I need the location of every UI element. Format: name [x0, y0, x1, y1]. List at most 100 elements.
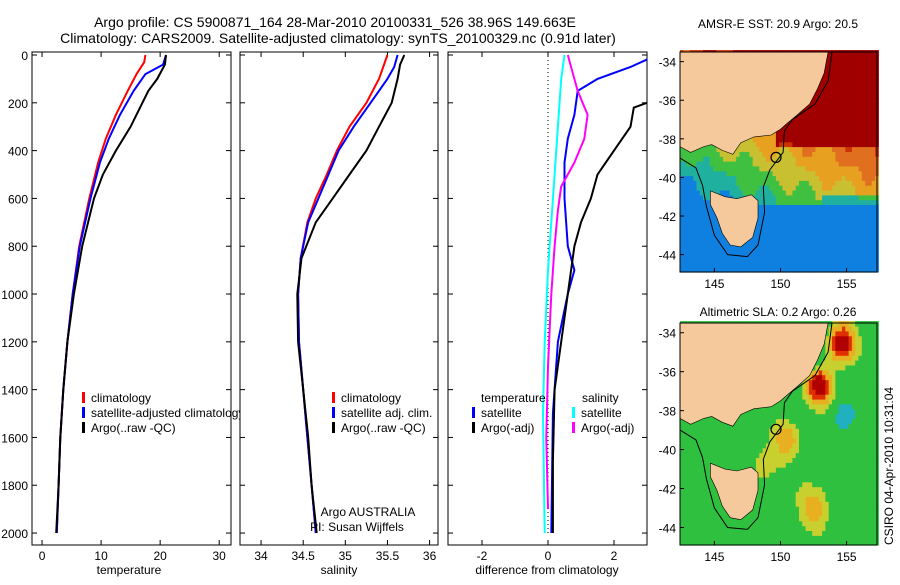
map-cell — [769, 530, 773, 536]
map-cell — [710, 176, 714, 181]
map-cell — [832, 151, 836, 156]
credit-text: CSIRO 04-Apr-2010 10:31:04 — [882, 387, 896, 545]
map-cell — [832, 103, 836, 108]
map-cell — [710, 511, 714, 517]
map-cell — [769, 142, 773, 147]
map-cell — [769, 409, 773, 415]
sal-xlabel: salinity — [321, 563, 358, 577]
lat-tick-label: -42 — [659, 210, 677, 224]
legend-swatch — [472, 407, 475, 418]
lat-tick-label: -40 — [659, 171, 677, 185]
lon-tick-label: 145 — [704, 277, 724, 291]
map-cell — [832, 161, 836, 166]
map-cell — [769, 448, 773, 454]
map-cell — [769, 526, 773, 532]
map-cell — [832, 243, 836, 248]
map-cell — [769, 477, 773, 483]
legend-swatch — [572, 407, 575, 418]
map-cell — [769, 205, 773, 210]
map-cell — [832, 185, 836, 190]
legend-swatch — [472, 422, 475, 433]
legend-swatch — [332, 392, 335, 403]
map-cell — [710, 448, 714, 454]
map-cell — [710, 253, 714, 258]
lon-tick-label: 155 — [837, 277, 857, 291]
legend-label: Argo(..raw -QC) — [341, 421, 426, 435]
map-cell — [710, 248, 714, 253]
map-cell — [832, 69, 836, 74]
map-cell — [710, 156, 714, 161]
map-cell — [769, 219, 773, 224]
x-tick-label: 34.5 — [292, 549, 316, 563]
map-cell — [832, 248, 836, 253]
map-cell — [832, 171, 836, 176]
y-tick-label: 1800 — [1, 479, 28, 493]
lat-tick-label: -44 — [659, 249, 677, 263]
sla-map-title: Altimetric SLA: 0.2 Argo: 0.26 — [700, 305, 857, 319]
map-cell — [710, 147, 714, 152]
x-tick-label: 30 — [213, 549, 227, 563]
map-cell — [769, 472, 773, 478]
map-cell — [832, 262, 836, 267]
map-cell — [832, 166, 836, 171]
map-cell — [832, 224, 836, 229]
map-cell — [710, 238, 714, 243]
x-tick-label: 0 — [39, 549, 46, 563]
x-tick-label: 0 — [545, 549, 552, 563]
map-cell — [769, 243, 773, 248]
map-cell — [832, 195, 836, 200]
map-cell — [710, 535, 714, 541]
y-tick-label: 0 — [21, 49, 28, 63]
legend-swatch — [82, 392, 85, 403]
map-cell — [769, 453, 773, 459]
y-tick-label: 1200 — [1, 336, 28, 350]
map-cell — [710, 526, 714, 532]
x-tick-label: 10 — [94, 549, 108, 563]
map-cell — [832, 229, 836, 234]
map-cell — [832, 113, 836, 118]
x-tick-label: 36 — [423, 549, 437, 563]
map-cell — [769, 487, 773, 493]
y-tick-label: 1000 — [1, 288, 28, 302]
map-cell — [832, 94, 836, 99]
plot-frame-1 — [240, 52, 438, 545]
map-cell — [710, 180, 714, 185]
map-cell — [769, 147, 773, 152]
sst-map-title: AMSR-E SST: 20.9 Argo: 20.5 — [698, 17, 858, 31]
map-cell — [710, 166, 714, 171]
map-cell — [710, 457, 714, 463]
map-cell — [832, 238, 836, 243]
map-cell — [769, 214, 773, 219]
map-cell — [832, 214, 836, 219]
legend-label: Argo(-adj) — [581, 421, 634, 435]
map-cell — [769, 190, 773, 195]
map-cell — [832, 180, 836, 185]
map-cell — [769, 137, 773, 142]
map-cell — [710, 423, 714, 429]
map-cell — [769, 506, 773, 512]
map-cell — [710, 516, 714, 522]
y-tick-label: 2000 — [1, 527, 28, 541]
map-cell — [832, 55, 836, 60]
lat-tick-label: -38 — [659, 133, 677, 147]
legend-swatch — [82, 407, 85, 418]
map-cell — [710, 233, 714, 238]
map-cell — [769, 511, 773, 517]
map-cell — [832, 79, 836, 84]
map-cell — [832, 209, 836, 214]
map-cell — [710, 428, 714, 434]
map-cell — [769, 209, 773, 214]
map-cell — [710, 433, 714, 439]
map-cell — [769, 185, 773, 190]
y-tick-label: 1400 — [1, 384, 28, 398]
y-tick-label: 600 — [8, 192, 28, 206]
title-line1: Argo profile: CS 5900871_164 28-Mar-2010… — [94, 14, 576, 30]
map-cell — [832, 127, 836, 132]
map-cell — [832, 108, 836, 113]
temp-xlabel: temperature — [97, 563, 162, 577]
map-cell — [710, 530, 714, 536]
legend-label: satellite — [481, 406, 522, 420]
